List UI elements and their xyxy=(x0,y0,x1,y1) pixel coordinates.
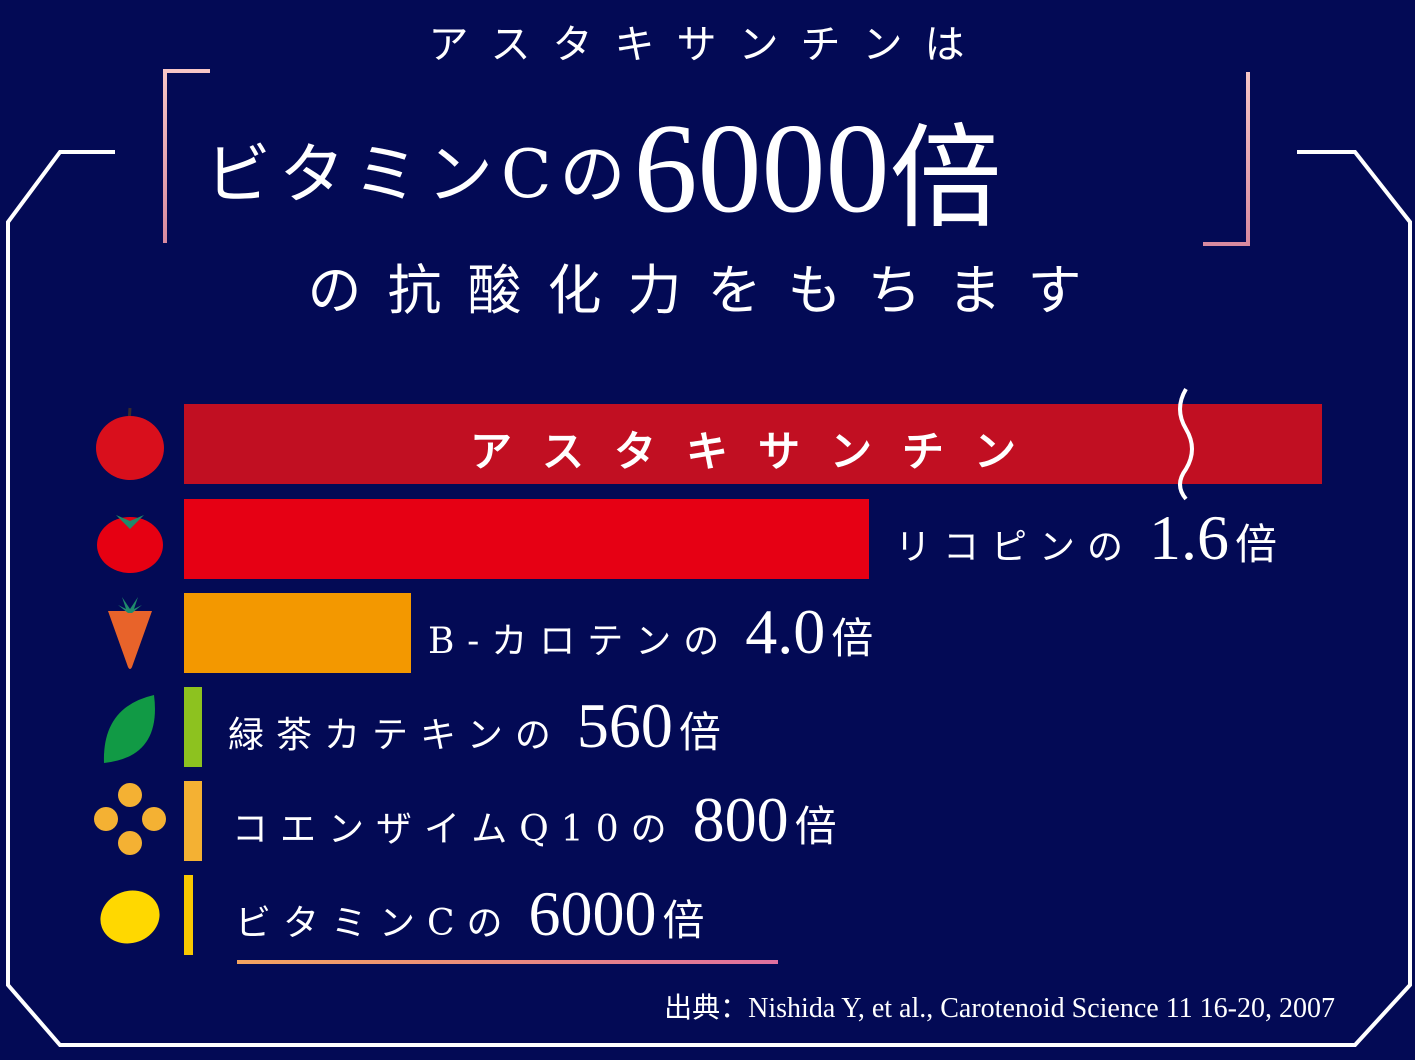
label-unit: 倍 xyxy=(678,708,721,757)
label-unit: 倍 xyxy=(831,614,874,663)
headline-line1: アスタキサンチンは xyxy=(428,22,987,68)
label-value: 800 xyxy=(692,784,789,855)
bar-label: ビタミンCの 6000 倍 xyxy=(235,877,705,951)
source-citation: 出典：Nishida Y, et al., Carotenoid Science… xyxy=(664,993,1335,1024)
bar-2 xyxy=(184,593,411,673)
label-value: 4.0 xyxy=(745,596,826,667)
lemon-icon xyxy=(92,875,168,959)
vitamin-c-underline xyxy=(237,960,778,964)
bar-0 xyxy=(184,404,1322,484)
bar-label: 緑茶カテキンの 560 倍 xyxy=(228,689,721,763)
label-value: 1.6 xyxy=(1149,502,1230,573)
bar-4 xyxy=(184,781,202,861)
apple-icon xyxy=(92,404,168,488)
label-name: リコピンの xyxy=(895,527,1136,568)
coq10-icon xyxy=(92,781,168,865)
bar-3 xyxy=(184,687,202,767)
label-name: 緑茶カテキンの xyxy=(228,715,563,756)
label-name: B-カロテンの xyxy=(428,621,732,662)
headline-unit: 倍 xyxy=(889,114,1002,244)
label-value: 560 xyxy=(576,690,673,761)
bar-label: B-カロテンの 4.0 倍 xyxy=(428,595,873,669)
label-unit: 倍 xyxy=(794,802,837,851)
axis-break-squiggle xyxy=(1178,387,1194,501)
tomato-icon xyxy=(92,499,168,583)
headline-prefix: ビタミンCの xyxy=(205,136,634,213)
leaf-icon xyxy=(92,687,168,771)
bar-1 xyxy=(184,499,869,579)
headline-number: 6000 xyxy=(633,97,890,240)
label-name: コエンザイムQ10の xyxy=(232,809,679,850)
label-unit: 倍 xyxy=(662,896,705,945)
bar-label: リコピンの 1.6 倍 xyxy=(895,501,1277,575)
bar-label-reference: アスタキサンチン xyxy=(470,427,1047,476)
carrot-icon xyxy=(92,593,168,677)
headline-line3: の抗酸化力をもちます xyxy=(307,259,1108,322)
left-bracket xyxy=(163,69,210,243)
bar-5 xyxy=(184,875,193,955)
label-name: ビタミンCの xyxy=(235,903,515,944)
label-unit: 倍 xyxy=(1235,520,1278,569)
bar-label: コエンザイムQ10の 800 倍 xyxy=(232,783,837,857)
label-value: 6000 xyxy=(528,878,657,949)
headline-line2: ビタミンCの6000倍 xyxy=(205,88,1002,250)
right-bracket xyxy=(1203,72,1250,246)
